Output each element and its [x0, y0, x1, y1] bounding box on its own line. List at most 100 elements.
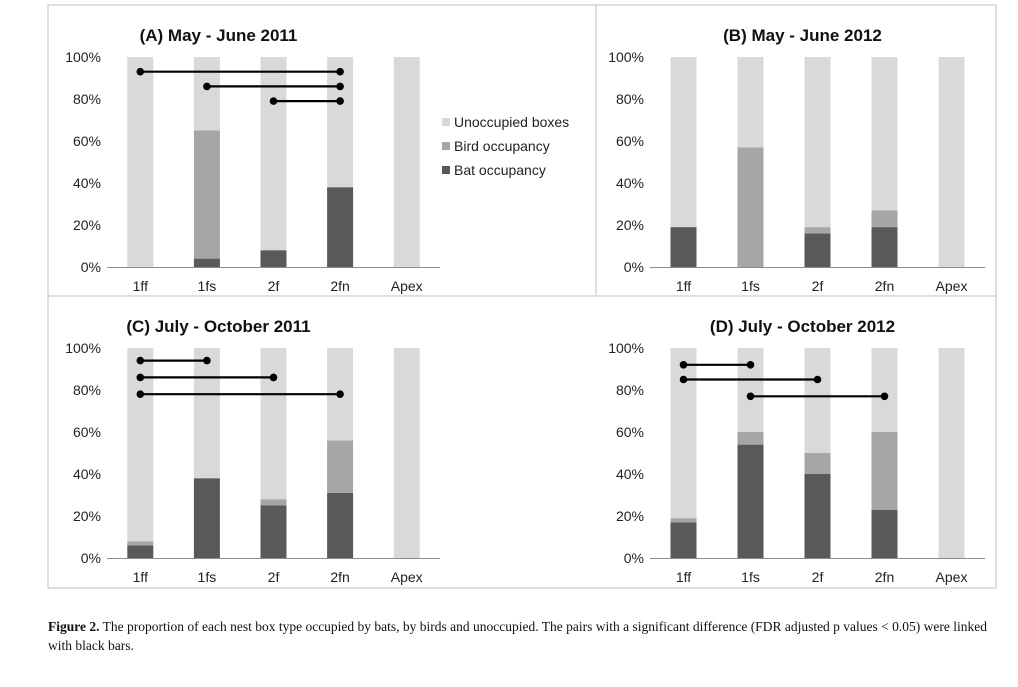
bar-unoccupied-1fs — [193, 348, 220, 479]
y-tick-label: 40% — [73, 466, 101, 482]
y-tick-label: 60% — [616, 133, 644, 149]
significance-dot — [336, 67, 344, 76]
legend-swatch-bat — [442, 166, 450, 174]
x-tick-label: 2f — [268, 278, 280, 294]
y-tick-label: 20% — [73, 217, 101, 233]
x-tick-label: 1fs — [741, 569, 760, 585]
bar-bird-1fs — [737, 147, 764, 267]
significance-dot — [880, 392, 889, 401]
chart-title: (D) July - October 2012 — [710, 317, 895, 336]
y-tick-label: 60% — [73, 424, 101, 440]
chart-title: (C) July - October 2011 — [126, 317, 310, 336]
legend-label-bird: Bird occupancy — [454, 138, 550, 154]
bar-bird-1fs — [193, 130, 220, 259]
y-tick-label: 100% — [65, 49, 101, 65]
significance-dot — [679, 375, 688, 384]
x-tick-label: Apex — [936, 278, 968, 294]
significance-dot — [203, 82, 211, 91]
bar-bird-2fn — [871, 210, 898, 228]
caption-text: The proportion of each nest box type occ… — [48, 619, 988, 653]
chart-panel-3: (C) July - October 2011 0% 20% 40% 60% 80% 100… — [65, 317, 440, 585]
bar-bat-2fn — [327, 187, 354, 267]
bar-bird-2f — [804, 227, 831, 234]
y-tick-label: 40% — [616, 175, 644, 191]
x-tick-label: 2fn — [330, 569, 349, 585]
y-tick-label: 80% — [73, 382, 101, 398]
y-tick-label: 20% — [73, 508, 101, 524]
bar-bat-1ff — [670, 522, 697, 558]
x-tick-label: 1ff — [133, 278, 148, 294]
bar-bat-2fn — [871, 509, 898, 558]
bar-bat-2fn — [871, 227, 898, 267]
significance-dot — [136, 390, 145, 399]
significance-dot — [813, 375, 822, 384]
legend-label-unoccupied: Unoccupied boxes — [454, 114, 569, 130]
y-tick-label: 20% — [616, 217, 644, 233]
significance-dot — [336, 390, 344, 399]
bar-unoccupied-1fs — [737, 57, 764, 148]
bar-unoccupied-2fn — [871, 348, 898, 432]
bar-unoccupied-2fn — [871, 57, 898, 211]
chart-title: (A) May - June 2011 — [140, 26, 298, 45]
bar-unoccupied-apex — [393, 57, 420, 267]
bar-unoccupied-1fs — [737, 348, 764, 432]
bar-unoccupied-1ff — [127, 57, 154, 267]
bar-bird-2fn — [327, 440, 354, 493]
x-tick-label: 2f — [812, 569, 824, 585]
bar-bat-1fs — [193, 258, 220, 267]
y-tick-label: 80% — [616, 91, 644, 107]
bar-bird-2f — [260, 499, 287, 506]
x-tick-label: 1ff — [676, 278, 691, 294]
y-tick-label: 100% — [608, 340, 644, 356]
figure: (A) May - June 2011 0% 20% 40% 60% 80% 100% 1ff… — [47, 4, 997, 589]
significance-dot — [679, 361, 688, 369]
bar-bird-2fn — [871, 432, 898, 510]
y-tick-label: 40% — [73, 175, 101, 191]
x-tick-label: Apex — [391, 569, 423, 585]
bar-bird-1ff — [127, 541, 154, 546]
bar-unoccupied-1ff — [670, 57, 697, 228]
y-tick-label: 60% — [616, 424, 644, 440]
bar-unoccupied-1ff — [670, 348, 697, 519]
y-tick-label: 0% — [81, 550, 101, 566]
bar-unoccupied-2f — [260, 57, 287, 251]
significance-dot — [269, 97, 278, 105]
significance-dot — [746, 361, 755, 369]
x-tick-label: Apex — [391, 278, 423, 294]
y-tick-label: 20% — [616, 508, 644, 524]
significance-dot — [336, 82, 344, 91]
x-tick-label: 1fs — [741, 278, 760, 294]
bar-bat-1ff — [127, 545, 154, 558]
bar-bat-1ff — [670, 227, 697, 267]
y-tick-label: 0% — [624, 550, 644, 566]
bar-unoccupied-2fn — [327, 57, 354, 188]
y-tick-label: 60% — [73, 133, 101, 149]
y-tick-label: 40% — [616, 466, 644, 482]
significance-dot — [136, 356, 145, 365]
bar-bat-2f — [804, 474, 831, 558]
y-tick-label: 100% — [65, 340, 101, 356]
bar-bird-1fs — [737, 432, 764, 445]
bar-unoccupied-apex — [938, 348, 965, 558]
bar-unoccupied-2f — [804, 348, 831, 453]
x-tick-label: 1ff — [676, 569, 691, 585]
bar-unoccupied-apex — [393, 348, 420, 558]
bar-bat-2f — [804, 233, 831, 267]
bar-bat-1fs — [737, 444, 764, 558]
x-tick-label: 1fs — [198, 569, 217, 585]
significance-dot — [269, 373, 278, 382]
bar-unoccupied-apex — [938, 57, 965, 267]
x-tick-label: 2fn — [330, 278, 349, 294]
bar-unoccupied-2f — [804, 57, 831, 228]
figure-caption: Figure 2. The proportion of each nest bo… — [48, 617, 998, 655]
bar-unoccupied-2f — [260, 348, 287, 500]
x-tick-label: Apex — [936, 569, 968, 585]
bar-bat-2fn — [327, 492, 354, 558]
significance-dot — [136, 373, 145, 382]
caption-label: Figure 2. — [48, 619, 100, 634]
significance-dot — [746, 392, 755, 401]
legend-label-bat: Bat occupancy — [454, 162, 546, 178]
bar-bird-1ff — [670, 518, 697, 523]
x-tick-label: 1fs — [198, 278, 217, 294]
x-tick-label: 2f — [812, 278, 824, 294]
